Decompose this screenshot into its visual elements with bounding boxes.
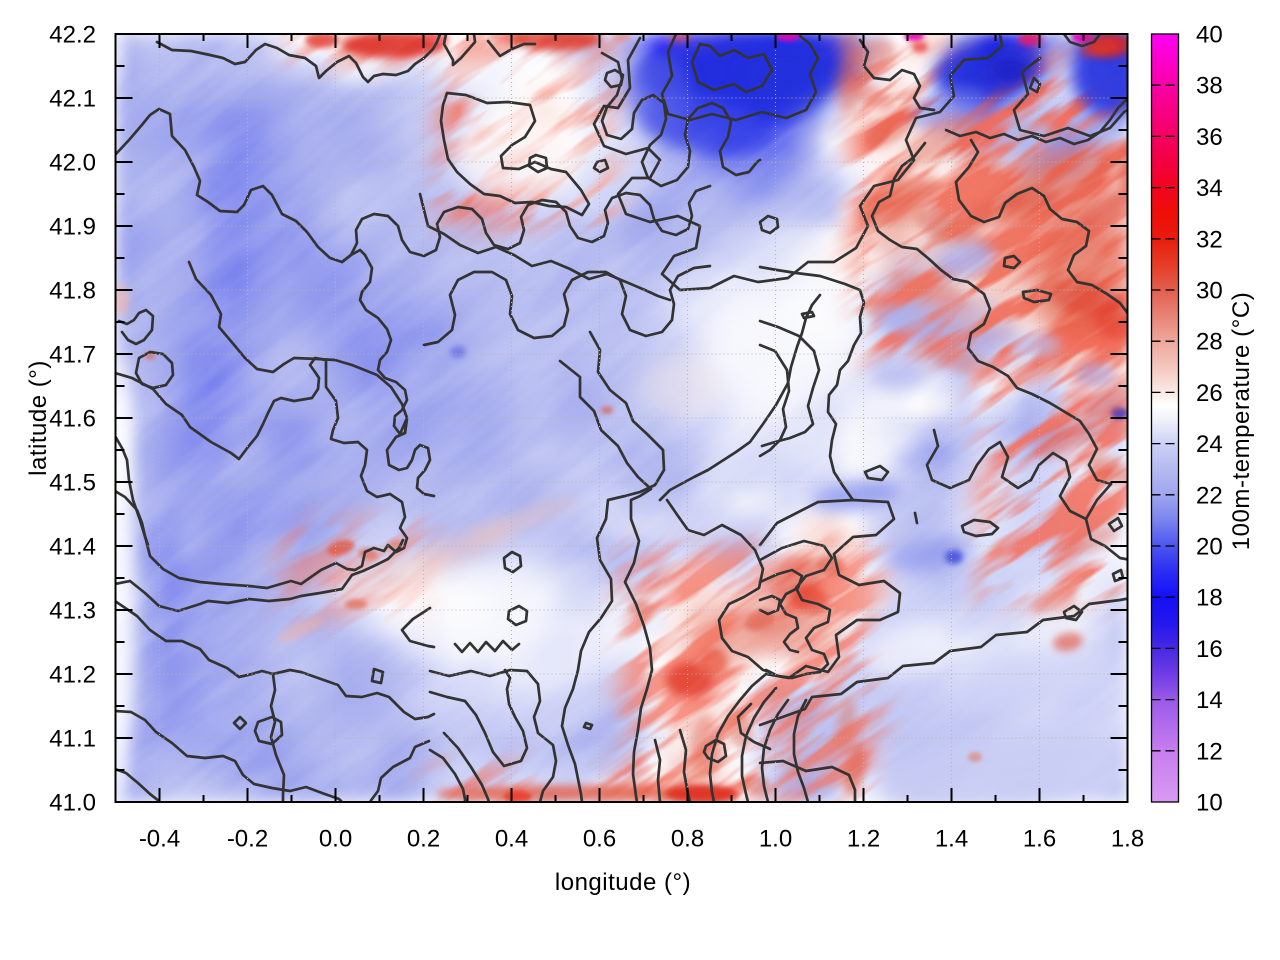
svg-text:41.6: 41.6 <box>49 406 96 433</box>
svg-text:41.7: 41.7 <box>49 342 96 369</box>
svg-text:latitude (°): latitude (°) <box>25 360 52 476</box>
svg-text:41.4: 41.4 <box>49 534 96 561</box>
svg-text:36: 36 <box>1196 124 1223 151</box>
svg-text:38: 38 <box>1196 73 1223 100</box>
svg-text:14: 14 <box>1196 687 1223 714</box>
svg-text:42.1: 42.1 <box>49 86 96 113</box>
svg-text:12: 12 <box>1196 738 1223 765</box>
svg-text:0.8: 0.8 <box>671 826 704 853</box>
svg-text:28: 28 <box>1196 329 1223 356</box>
svg-text:41.5: 41.5 <box>49 470 96 497</box>
svg-text:16: 16 <box>1196 636 1223 663</box>
svg-text:-0.4: -0.4 <box>139 826 180 853</box>
svg-text:41.1: 41.1 <box>49 726 96 753</box>
svg-text:42.2: 42.2 <box>49 22 96 49</box>
svg-text:30: 30 <box>1196 278 1223 305</box>
svg-text:0.2: 0.2 <box>407 826 440 853</box>
svg-text:0.0: 0.0 <box>319 826 352 853</box>
svg-text:40: 40 <box>1196 22 1223 49</box>
svg-text:41.8: 41.8 <box>49 278 96 305</box>
svg-text:0.4: 0.4 <box>495 826 528 853</box>
svg-text:41.2: 41.2 <box>49 662 96 689</box>
svg-text:24: 24 <box>1196 431 1223 458</box>
svg-text:41.3: 41.3 <box>49 598 96 625</box>
svg-text:1.4: 1.4 <box>935 826 968 853</box>
svg-text:20: 20 <box>1196 534 1223 561</box>
svg-text:32: 32 <box>1196 226 1223 253</box>
svg-text:1.2: 1.2 <box>847 826 880 853</box>
svg-text:1.6: 1.6 <box>1023 826 1056 853</box>
svg-text:18: 18 <box>1196 585 1223 612</box>
svg-text:10: 10 <box>1196 790 1223 817</box>
svg-text:longitude (°): longitude (°) <box>555 869 691 896</box>
svg-text:22: 22 <box>1196 482 1223 509</box>
svg-text:1.0: 1.0 <box>759 826 792 853</box>
svg-text:100m-temperature (°C): 100m-temperature (°C) <box>1228 292 1255 551</box>
svg-text:0.6: 0.6 <box>583 826 616 853</box>
svg-text:-0.2: -0.2 <box>227 826 268 853</box>
svg-text:42.0: 42.0 <box>49 150 96 177</box>
svg-text:34: 34 <box>1196 175 1223 202</box>
svg-text:1.8: 1.8 <box>1111 826 1144 853</box>
svg-text:41.0: 41.0 <box>49 790 96 817</box>
svg-text:26: 26 <box>1196 380 1223 407</box>
svg-text:41.9: 41.9 <box>49 214 96 241</box>
